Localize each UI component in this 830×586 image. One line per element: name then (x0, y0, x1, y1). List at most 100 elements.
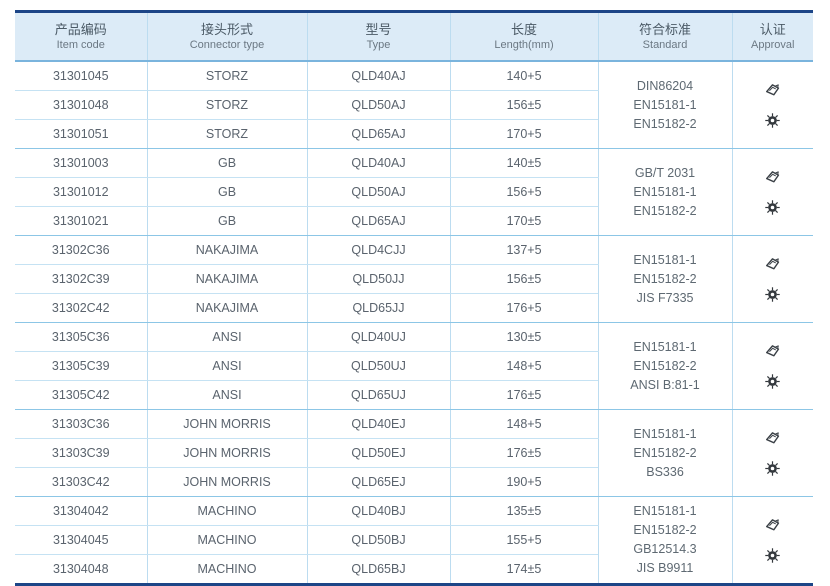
length-cell: 176±5 (449, 438, 598, 468)
type-cell: QLD40AJ (306, 148, 450, 178)
length-cell: 148+5 (449, 409, 598, 439)
type-cell: QLD40EJ (306, 409, 450, 439)
type-cell: QLD65EJ (306, 467, 450, 497)
standard-cell: EN15181-1 EN15182-2 GB12514.3 JIS B9911 (597, 496, 732, 585)
connector-type-cell: JOHN MORRIS (146, 438, 307, 468)
type-cell: QLD50EJ (306, 438, 450, 468)
certificate-icon (764, 429, 781, 446)
standard-line: EN15182-2 (633, 116, 697, 131)
length-cell: 155+5 (449, 525, 598, 555)
connector-type-cell: STORZ (146, 61, 307, 91)
standard-line: DIN86204 (636, 78, 694, 93)
standard-line: BS336 (646, 464, 684, 479)
header-approval-zh: 认证 (759, 21, 786, 37)
table-row: 31304045 MACHINO QLD50BJ 155+5 (15, 525, 813, 555)
connector-type-cell: NAKAJIMA (146, 264, 307, 294)
length-cell: 156+5 (449, 177, 598, 207)
length-cell: 176+5 (449, 293, 598, 323)
item-code-cell: 31301021 (15, 206, 147, 236)
table-row: 31301048 STORZ QLD50AJ 156±5 (15, 90, 813, 120)
header-item-code-en: Item code (56, 38, 105, 51)
length-cell: 140+5 (449, 61, 598, 91)
approval-cell (731, 235, 813, 323)
table-row: 31301003 GB QLD40AJ 140±5 GB/T 2031 EN15181-1… (15, 148, 813, 236)
item-code-cell: 31302C36 (15, 235, 147, 265)
table-row: 31304042 MACHINO QLD40BJ 135±5 EN15181-1 EN15… (15, 496, 813, 585)
type-cell: QLD65AJ (306, 206, 450, 236)
item-code-cell: 31303C42 (15, 467, 147, 497)
connector-type-cell: GB (146, 148, 307, 178)
table-row: 31303C36 JOHN MORRIS QLD40EJ 148+5 EN15181-1… (15, 409, 813, 497)
length-cell: 170+5 (449, 119, 598, 149)
table-row: 31301021 GB QLD65AJ 170±5 (15, 206, 813, 236)
approval-icon-stack (733, 429, 814, 477)
connector-type-cell: MACHINO (146, 554, 307, 585)
connector-type-cell: JOHN MORRIS (146, 467, 307, 497)
header-approval-en: Approval (751, 38, 795, 51)
standard-line: GB/T 2031 (634, 165, 696, 180)
header-length: 长度 Length(mm) (449, 11, 598, 62)
standard-line: EN15182-2 (633, 445, 697, 460)
standard-line: JIS F7335 (636, 290, 694, 305)
approval-cell (731, 322, 813, 410)
item-code-cell: 31301045 (15, 61, 147, 91)
standard-line: EN15181-1 (633, 426, 697, 441)
standard-line: EN15181-1 (633, 184, 697, 199)
type-cell: QLD40AJ (306, 61, 450, 91)
standard-line: EN15182-2 (633, 203, 697, 218)
type-cell: QLD50AJ (306, 177, 450, 207)
table-row: 31305C36 ANSI QLD40UJ 130±5 EN15181-1 EN15182… (15, 322, 813, 410)
header-row: 产品编码 Item code 接头形式 Connector type 型号 Ty… (15, 11, 813, 62)
type-cell: QLD65AJ (306, 119, 450, 149)
type-cell: QLD40UJ (306, 322, 450, 352)
length-cell: 137+5 (449, 235, 598, 265)
item-code-cell: 31304045 (15, 525, 147, 555)
table-body: 31301045 STORZ QLD40AJ 140+5 DIN86204 EN15181… (15, 61, 813, 585)
type-cell: QLD40BJ (306, 496, 450, 526)
header-connector-type: 接头形式 Connector type (146, 11, 307, 62)
length-cell: 170±5 (449, 206, 598, 236)
header-item-code-zh: 产品编码 (54, 21, 107, 37)
approval-icon-stack (733, 516, 814, 564)
standard-cell: EN15181-1 EN15182-2 BS336 (597, 409, 732, 497)
header-standard-zh: 符合标准 (638, 21, 691, 37)
item-code-cell: 31301048 (15, 90, 147, 120)
header-type: 型号 Type (306, 11, 450, 62)
connector-type-cell: ANSI (146, 351, 307, 381)
connector-type-cell: GB (146, 177, 307, 207)
table-row: 31305C42 ANSI QLD65UJ 176±5 (15, 380, 813, 410)
header-standard-en: Standard (642, 38, 688, 51)
approval-icon-stack (733, 168, 814, 216)
connector-type-cell: ANSI (146, 380, 307, 410)
item-code-cell: 31305C36 (15, 322, 147, 352)
standard-cell: EN15181-1 EN15182-2 JIS F7335 (597, 235, 732, 323)
standard-line: EN15181-1 (633, 339, 697, 354)
seal-icon (764, 286, 781, 303)
header-item-code: 产品编码 Item code (15, 11, 147, 62)
connector-type-cell: NAKAJIMA (146, 293, 307, 323)
header-standard: 符合标准 Standard (597, 11, 732, 62)
standard-line: JIS B9911 (636, 561, 694, 575)
standard-line: EN15182-2 (633, 358, 697, 373)
item-code-cell: 31301012 (15, 177, 147, 207)
header-connector-type-zh: 接头形式 (200, 21, 253, 37)
item-code-cell: 31305C42 (15, 380, 147, 410)
standard-line: EN15181-1 (633, 252, 697, 267)
type-cell: QLD65BJ (306, 554, 450, 585)
header-type-en: Type (366, 38, 391, 51)
table-row: 31302C42 NAKAJIMA QLD65JJ 176+5 (15, 293, 813, 323)
item-code-cell: 31301051 (15, 119, 147, 149)
header-length-en: Length(mm) (494, 38, 554, 51)
connector-type-cell: MACHINO (146, 525, 307, 555)
type-cell: QLD50UJ (306, 351, 450, 381)
standard-line: ANSI B:81-1 (630, 377, 700, 392)
standard-line: EN15181-1 (633, 97, 697, 112)
length-cell: 190+5 (449, 467, 598, 497)
item-code-cell: 31305C39 (15, 351, 147, 381)
seal-icon (764, 199, 781, 216)
approval-cell (731, 409, 814, 497)
type-cell: QLD65JJ (306, 293, 450, 323)
seal-icon (764, 112, 781, 129)
type-cell: QLD4CJJ (306, 235, 450, 265)
length-cell: 156±5 (449, 90, 598, 120)
